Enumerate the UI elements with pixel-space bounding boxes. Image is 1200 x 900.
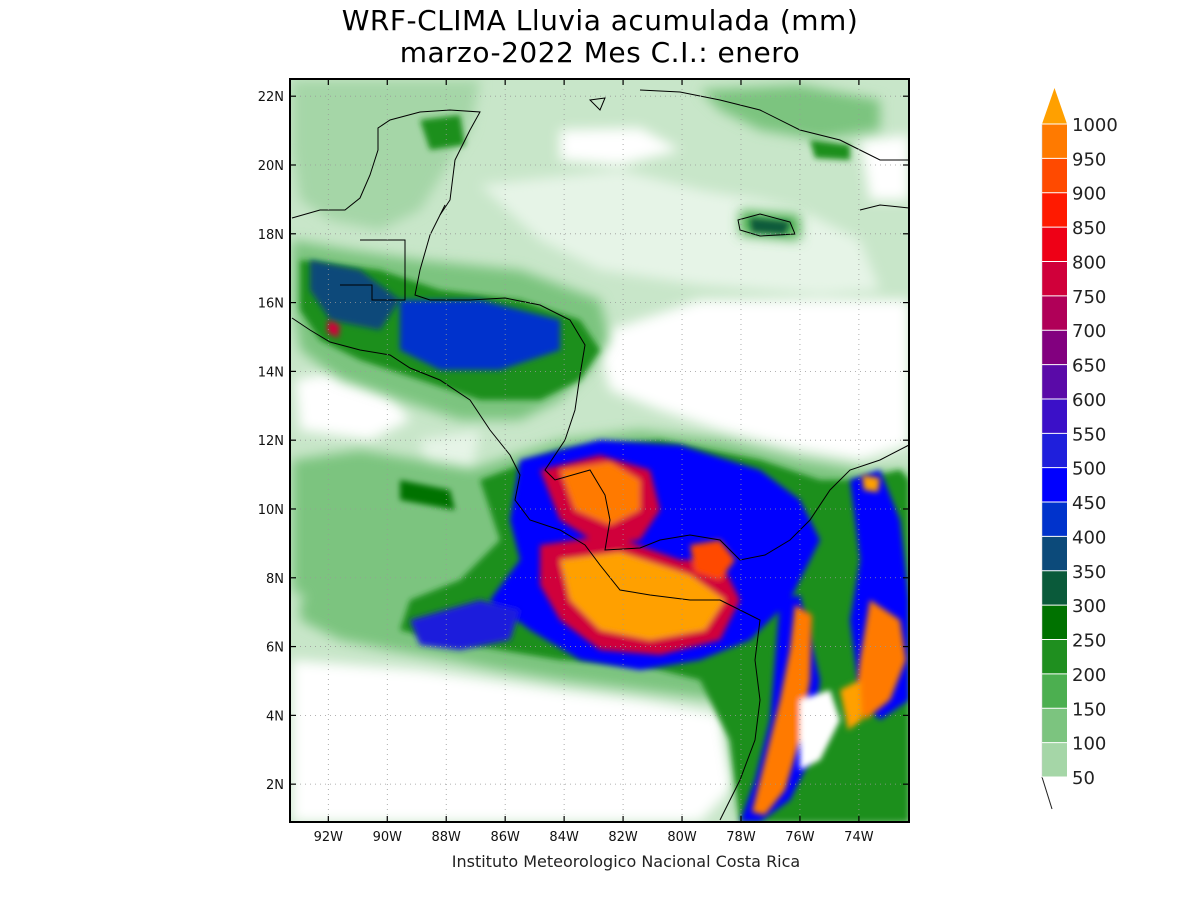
colorbar-swatch [1042,227,1067,262]
lon-tick-label: 76W [785,830,815,845]
lon-tick-label: 82W [608,830,638,845]
colorbar-swatch [1042,708,1067,743]
colorbar-swatch [1042,742,1067,777]
colorbar-swatch [1042,605,1067,640]
chart-title-line-2: marzo-2022 Mes C.I.: enero [399,36,801,69]
lat-tick-label: 14N [258,365,284,380]
lat-tick-label: 6N [266,641,284,656]
colorbar-bottom-arrow [1041,776,1053,810]
colorbar-swatch [1042,192,1067,228]
colorbar-swatch [1042,295,1067,331]
colorbar-label: 100 [1072,734,1106,755]
lat-tick-label: 4N [266,709,284,724]
colorbar-swatch [1042,536,1067,571]
lat-tick-label: 22N [258,90,284,105]
colorbar-label: 700 [1072,321,1106,342]
colorbar-label: 350 [1072,562,1106,583]
lon-tick-label: 84W [549,830,579,845]
colorbar-swatch [1042,330,1067,365]
colorbar-label: 500 [1072,459,1106,480]
lon-tick-label: 78W [726,830,756,845]
colorbar-label: 250 [1072,631,1106,652]
colorbar-label: 600 [1072,390,1106,411]
colorbar-label: 400 [1072,527,1106,548]
colorbar-label: 150 [1072,699,1106,720]
colorbar-label: 1000 [1072,115,1118,136]
colorbar-label: 750 [1072,287,1106,308]
latitude-axis: 22N 20N 18N 16N 14N 12N 10N 8N 6N 4N 2N [258,90,909,793]
colorbar-label: 950 [1072,149,1106,170]
colorbar-swatch [1042,502,1067,537]
colorbar-swatch [1042,467,1067,503]
colorbar-label: 550 [1072,424,1106,445]
colorbar-swatch [1042,124,1067,159]
lat-tick-label: 12N [258,434,284,449]
colorbar-top-arrow [1042,88,1067,124]
colorbar-label: 900 [1072,184,1106,205]
precip-field-low [292,128,909,822]
chart-title-line-1: WRF-CLIMA Lluvia acumulada (mm) [341,4,859,37]
lat-tick-label: 16N [258,297,284,312]
colorbar-swatch [1042,673,1067,709]
graticule [290,79,909,822]
lat-tick-label: 18N [258,228,284,243]
longitude-axis: 92W 90W 88W 86W 84W 82W 80W 78W 76W 74W [314,79,874,845]
lon-tick-label: 90W [373,830,403,845]
credit-text: Instituto Meteorologico Nacional Costa R… [451,852,801,871]
colorbar-label: 850 [1072,218,1106,239]
lon-tick-label: 74W [844,830,874,845]
colorbar-swatch [1042,261,1067,296]
lat-tick-label: 2N [266,778,284,793]
colorbar-swatch [1042,570,1067,606]
lat-tick-label: 8N [266,572,284,587]
colorbar-label: 300 [1072,596,1106,617]
map-frame [289,78,910,823]
coastlines [291,89,909,821]
colorbar-label: 200 [1072,665,1106,686]
lon-tick-label: 80W [667,830,697,845]
lon-tick-label: 86W [490,830,520,845]
colorbar-swatch [1042,639,1067,674]
colorbar-swatch [1042,364,1067,399]
colorbar-swatch [1042,398,1067,434]
colorbar-swatch [1042,158,1067,193]
colorbar: 50 100 150 200 250 300 350 400 450 500 550 600 650 70… [1041,88,1118,810]
map-area [290,79,909,822]
lon-tick-label: 88W [432,830,462,845]
colorbar-label: 50 [1072,768,1095,789]
colorbar-label: 650 [1072,356,1106,377]
colorbar-label: 800 [1072,252,1106,273]
lon-tick-label: 92W [314,830,344,845]
colorbar-label: 450 [1072,493,1106,514]
lat-tick-label: 20N [258,159,284,174]
colorbar-swatch [1042,433,1067,468]
lat-tick-label: 10N [258,503,284,518]
